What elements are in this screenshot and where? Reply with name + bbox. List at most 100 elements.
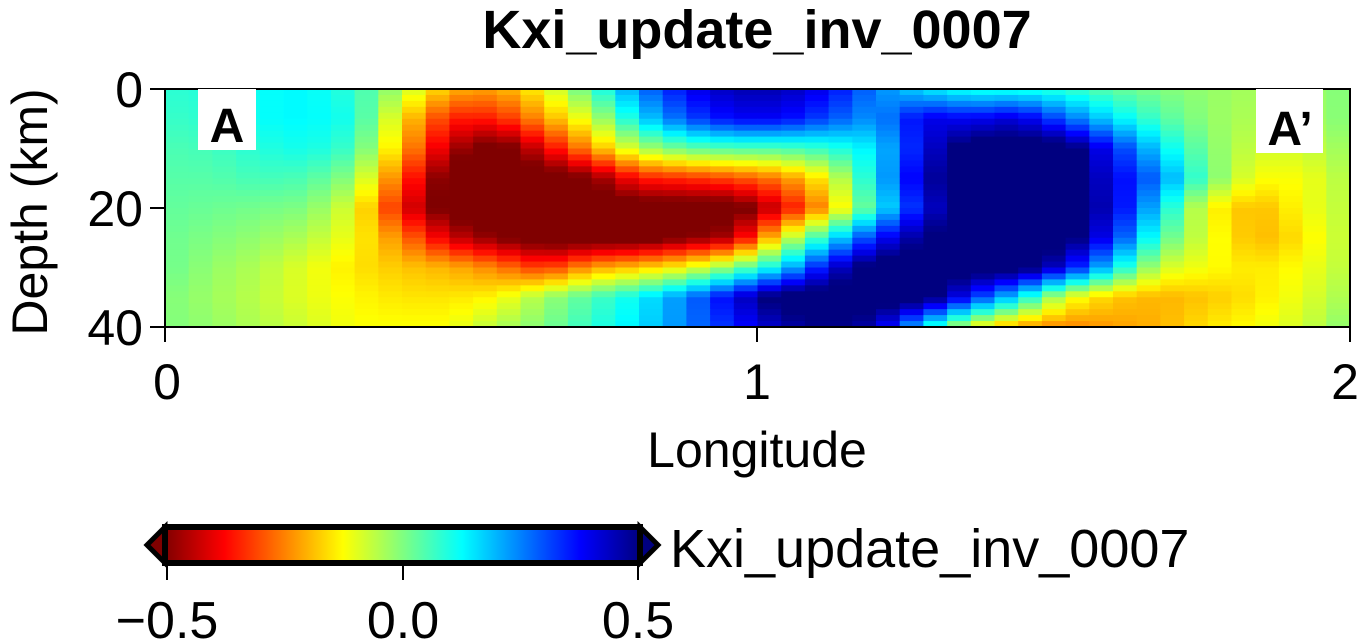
heatmap-cell xyxy=(473,100,498,108)
heatmap-cell xyxy=(1113,225,1138,233)
heatmap-cell xyxy=(1326,255,1351,263)
heatmap-cell xyxy=(188,303,213,310)
heatmap-cell xyxy=(947,231,972,239)
heatmap-cell xyxy=(544,196,569,203)
heatmap-cell xyxy=(1326,309,1351,316)
heatmap-cell xyxy=(1184,249,1209,257)
heatmap-cell xyxy=(1207,202,1233,209)
heatmap-cell xyxy=(1255,285,1280,292)
heatmap-cell xyxy=(188,208,213,215)
heatmap-cell xyxy=(1089,297,1114,304)
heatmap-cell xyxy=(259,231,285,239)
heatmap-cell xyxy=(994,255,1019,263)
heatmap-cell xyxy=(378,118,403,126)
heatmap-cell xyxy=(236,184,261,191)
heatmap-cell xyxy=(1041,321,1067,328)
heatmap-cell xyxy=(1065,202,1090,209)
heatmap-cell xyxy=(970,136,996,144)
heatmap-cell xyxy=(899,225,924,233)
heatmap-cell xyxy=(402,255,427,263)
heatmap-cell xyxy=(994,100,1019,108)
heatmap-cell xyxy=(1065,118,1090,126)
heatmap-cell xyxy=(686,118,711,126)
heatmap-cell xyxy=(544,243,569,251)
heatmap-cell xyxy=(781,231,806,239)
heatmap-cell xyxy=(639,178,664,185)
heatmap-cell xyxy=(852,160,877,167)
heatmap-cell xyxy=(899,100,924,108)
heatmap-cell xyxy=(994,166,1019,173)
heatmap-cell xyxy=(1184,94,1209,102)
heatmap-cell xyxy=(733,142,759,150)
heatmap-cell xyxy=(1160,160,1185,167)
heatmap-cell xyxy=(947,106,972,114)
heatmap-cell xyxy=(1231,196,1256,203)
heatmap-cell xyxy=(947,297,972,304)
heatmap-cell xyxy=(781,255,806,263)
heatmap-cell xyxy=(804,267,830,275)
heatmap-cell xyxy=(828,267,853,275)
heatmap-cell xyxy=(1278,160,1304,167)
heatmap-cell xyxy=(615,237,640,245)
heatmap-cell xyxy=(994,225,1019,233)
heatmap-cell xyxy=(1184,255,1209,263)
heatmap-cell xyxy=(1302,208,1327,215)
heatmap-cell xyxy=(757,225,782,233)
heatmap-cell xyxy=(591,112,616,120)
heatmap-cell xyxy=(165,148,190,156)
heatmap-cell xyxy=(188,321,213,328)
heatmap-cell xyxy=(852,321,877,328)
heatmap-cell xyxy=(259,261,285,269)
heatmap-cell xyxy=(662,255,687,263)
heatmap-cell xyxy=(781,136,806,144)
heatmap-cell xyxy=(496,148,522,156)
heatmap-cell xyxy=(1278,255,1304,263)
heatmap-cell xyxy=(804,303,830,310)
heatmap-cell xyxy=(330,94,356,102)
heatmap-cell xyxy=(1136,100,1161,108)
heatmap-cell xyxy=(307,267,332,275)
heatmap-cell xyxy=(615,297,640,304)
heatmap-cell xyxy=(1160,148,1185,156)
heatmap-cell xyxy=(804,219,830,227)
heatmap-cell xyxy=(615,100,640,108)
heatmap-cell xyxy=(662,136,687,144)
heatmap-cell xyxy=(947,309,972,316)
heatmap-cell xyxy=(496,255,522,263)
heatmap-cell xyxy=(354,106,379,114)
heatmap-cell xyxy=(1089,243,1114,251)
heatmap-cell xyxy=(615,273,640,280)
heatmap-cell xyxy=(804,172,830,179)
heatmap-cell xyxy=(947,160,972,167)
heatmap-cell xyxy=(1089,249,1114,257)
heatmap-cell xyxy=(1207,112,1233,120)
heatmap-cell xyxy=(1136,106,1161,114)
heatmap-cell xyxy=(662,303,687,310)
heatmap-cell xyxy=(1207,267,1233,275)
heatmap-cell xyxy=(923,243,948,251)
heatmap-cell xyxy=(876,196,901,203)
heatmap-cell xyxy=(378,249,403,257)
heatmap-cell xyxy=(567,100,593,108)
heatmap-cell xyxy=(1207,249,1233,257)
heatmap-cell xyxy=(283,130,308,138)
heatmap-cell xyxy=(591,231,616,239)
heatmap-cell xyxy=(757,231,782,239)
heatmap-cell xyxy=(876,136,901,144)
heatmap-cell xyxy=(852,112,877,120)
heatmap-cell xyxy=(615,309,640,316)
heatmap-cell xyxy=(994,309,1019,316)
heatmap-cell xyxy=(615,202,640,209)
heatmap-cell xyxy=(259,94,285,102)
heatmap-cell xyxy=(212,273,237,280)
heatmap-cell xyxy=(402,106,427,114)
heatmap-cell xyxy=(639,267,664,275)
heatmap-cell xyxy=(496,225,522,233)
heatmap-cell xyxy=(520,89,545,96)
heatmap-cell xyxy=(1136,279,1161,286)
heatmap-cell xyxy=(615,106,640,114)
heatmap-cell xyxy=(947,112,972,120)
heatmap-cell xyxy=(615,160,640,167)
heatmap-cell xyxy=(1184,213,1209,221)
heatmap-cell xyxy=(970,225,996,233)
